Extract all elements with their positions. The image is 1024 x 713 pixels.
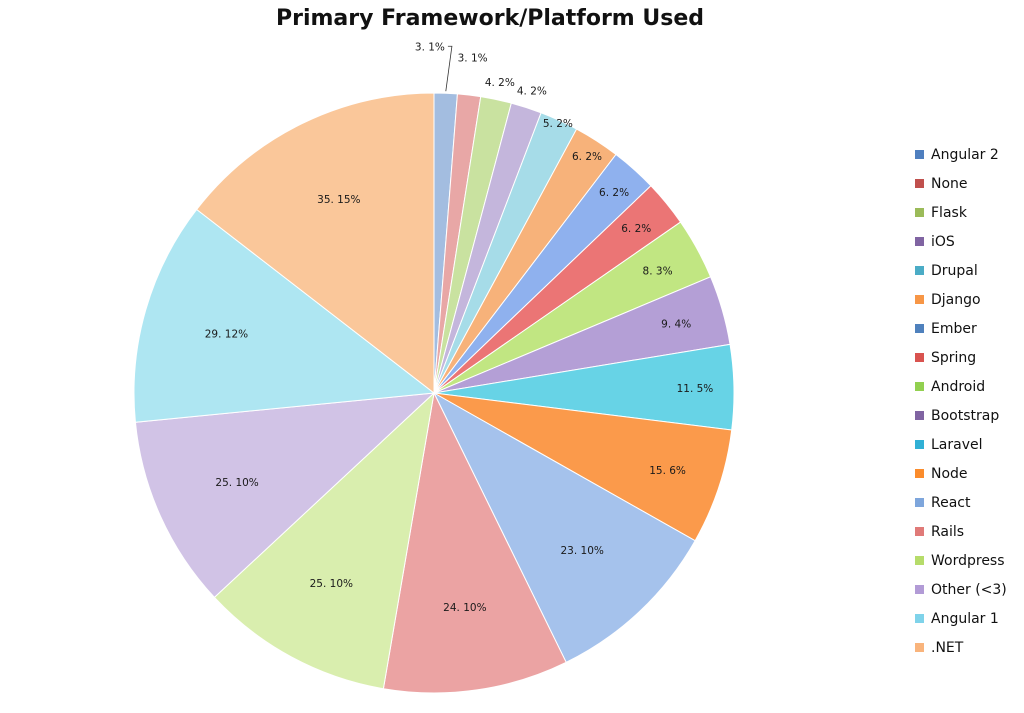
legend-swatch <box>915 469 924 478</box>
legend-item: Wordpress <box>915 546 1007 575</box>
legend-label: Flask <box>931 204 967 221</box>
legend-swatch <box>915 643 924 652</box>
slice-data-label: 9. 4% <box>661 318 691 330</box>
legend-item: Ember <box>915 314 1007 343</box>
leader-lines <box>445 45 453 92</box>
legend-label: Angular 1 <box>931 610 999 627</box>
pie-slice-rails <box>382 391 567 694</box>
slice-data-label: 24. 10% <box>443 602 486 614</box>
legend-label: Android <box>931 378 986 395</box>
legend-swatch <box>915 353 924 362</box>
slice-data-label: 3. 1% <box>415 41 445 53</box>
slice-data-label: 29. 12% <box>205 328 248 340</box>
legend-swatch <box>915 498 924 507</box>
legend-item: Laravel <box>915 430 1007 459</box>
legend-label: iOS <box>931 233 955 250</box>
slice-data-label: 25. 10% <box>215 477 258 489</box>
pie-slice-node <box>433 392 733 542</box>
legend-label: Angular 2 <box>931 146 999 163</box>
legend-swatch <box>915 585 924 594</box>
legend-item: React <box>915 488 1007 517</box>
legend-swatch <box>915 266 924 275</box>
pie-slice-other-3 <box>134 392 436 599</box>
pie-slice-wordpress <box>213 391 435 690</box>
slice-data-label: 25. 10% <box>310 578 353 590</box>
legend-item: Bootstrap <box>915 401 1007 430</box>
legend-swatch <box>915 324 924 333</box>
legend-swatch <box>915 150 924 159</box>
slice-data-label: 8. 3% <box>643 265 673 277</box>
legend-label: None <box>931 175 968 192</box>
slice-data-label: 6. 2% <box>599 187 629 199</box>
legend-swatch <box>915 411 924 420</box>
legend-item: Other (<3) <box>915 575 1007 604</box>
slice-data-label: 6. 2% <box>572 151 602 163</box>
legend-item: Android <box>915 372 1007 401</box>
legend-label: React <box>931 494 971 511</box>
slice-data-label: 3. 1% <box>458 52 488 64</box>
legend-item: Spring <box>915 343 1007 372</box>
legend-label: .NET <box>931 639 964 656</box>
legend-label: Laravel <box>931 436 983 453</box>
legend-label: Other (<3) <box>931 581 1007 598</box>
legend-item: .NET <box>915 633 1007 662</box>
legend-swatch <box>915 556 924 565</box>
legend-label: Drupal <box>931 262 978 279</box>
legend: Angular 2 None Flask iOS Drupal Django Ember Sp… <box>915 140 1007 662</box>
legend-swatch <box>915 295 924 304</box>
legend-item: Flask <box>915 198 1007 227</box>
slice-data-label: 35. 15% <box>317 194 360 206</box>
leader-line <box>445 45 453 92</box>
pie-slice-angular-1 <box>133 208 436 423</box>
legend-item: None <box>915 169 1007 198</box>
legend-label: Django <box>931 291 981 308</box>
slice-data-label: 4. 2% <box>485 77 515 89</box>
legend-swatch <box>915 208 924 217</box>
slice-data-label: 23. 10% <box>561 545 604 557</box>
chart-title: Primary Framework/Platform Used <box>275 6 705 31</box>
slice-data-label: 15. 6% <box>649 465 686 477</box>
legend-item: Django <box>915 285 1007 314</box>
slice-data-label: 11. 5% <box>677 383 714 395</box>
legend-item: Drupal <box>915 256 1007 285</box>
legend-item: Node <box>915 459 1007 488</box>
legend-item: Angular 2 <box>915 140 1007 169</box>
legend-item: iOS <box>915 227 1007 256</box>
legend-swatch <box>915 237 924 246</box>
legend-label: Ember <box>931 320 977 337</box>
legend-label: Bootstrap <box>931 407 1000 424</box>
legend-label: Spring <box>931 349 977 366</box>
slice-data-label: 5. 2% <box>543 118 573 130</box>
legend-swatch <box>915 179 924 188</box>
pie-slice-net <box>195 92 435 395</box>
legend-label: Node <box>931 465 968 482</box>
legend-label: Wordpress <box>931 552 1005 569</box>
legend-label: Rails <box>931 523 965 540</box>
slice-data-label: 4. 2% <box>517 85 547 97</box>
slice-labels: 3. 1% 3. 1% 4. 2%4. 2% 5. 2% 6. 2% 6. 2% 6. 2%… <box>205 41 714 614</box>
slice-data-label: 6. 2% <box>621 223 651 235</box>
legend-swatch <box>915 614 924 623</box>
legend-swatch <box>915 382 924 391</box>
legend-swatch <box>915 527 924 536</box>
pie-slices <box>133 92 735 694</box>
legend-item: Angular 1 <box>915 604 1007 633</box>
pie-slice-react <box>432 391 696 663</box>
legend-swatch <box>915 440 924 449</box>
legend-item: Rails <box>915 517 1007 546</box>
